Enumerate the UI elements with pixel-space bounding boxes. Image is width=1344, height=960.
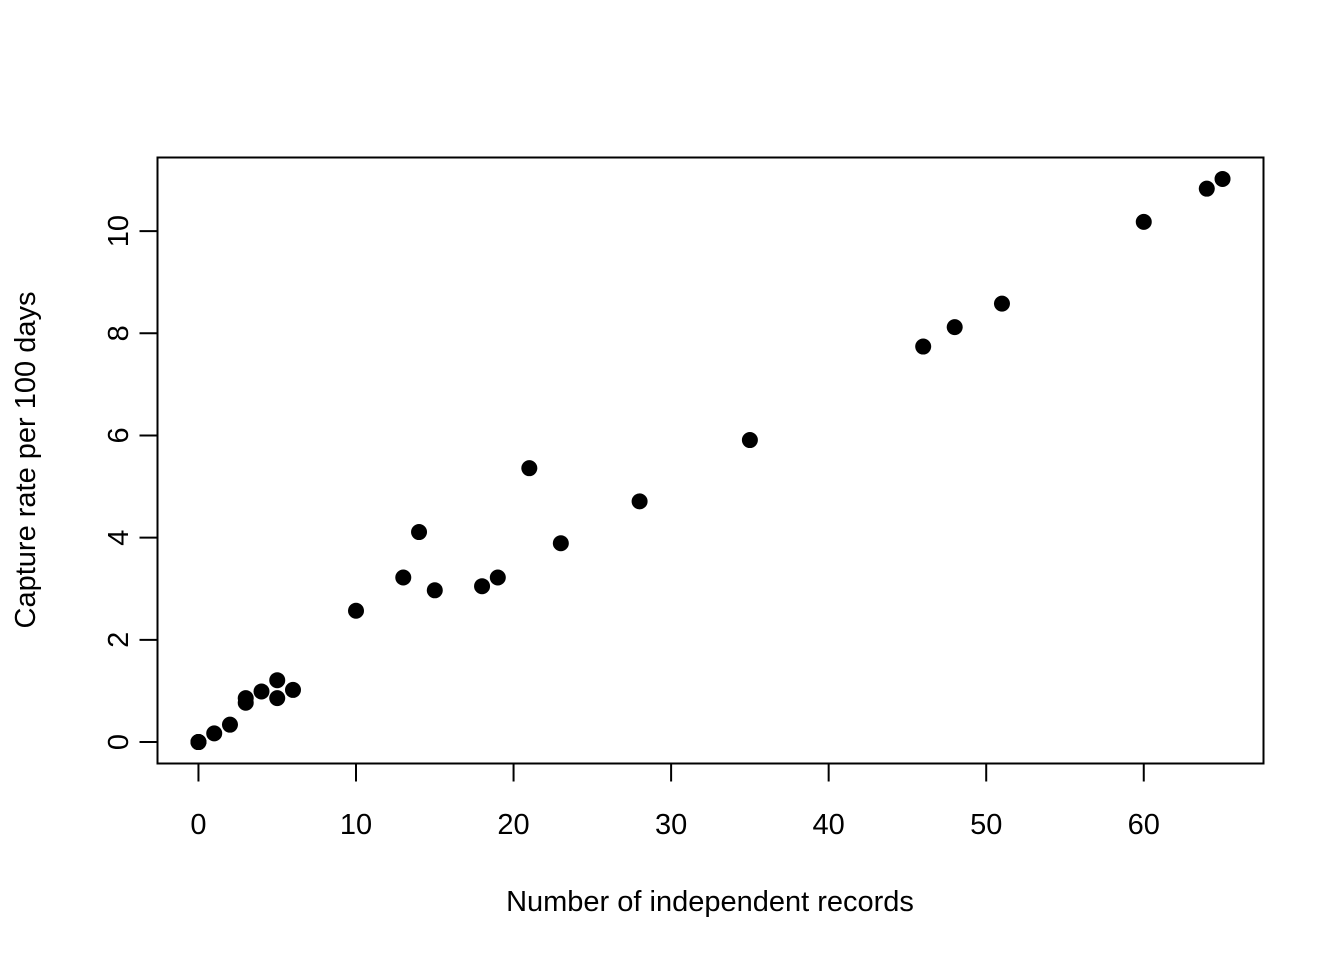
x-tick-label: 60 [1128,809,1160,841]
data-point [1214,170,1231,187]
y-tick-label: 8 [103,325,135,341]
data-point [631,493,648,510]
data-point [269,672,286,689]
data-point [206,725,223,742]
y-tick-label: 6 [103,427,135,443]
data-point [1198,180,1215,197]
data-point [284,681,301,698]
x-tick-label: 20 [497,809,529,841]
data-point [552,535,569,552]
data-point [489,569,506,586]
data-point [269,690,286,707]
plot-frame [156,156,1265,765]
y-tick-label: 2 [103,632,135,648]
x-tick-label: 30 [655,809,687,841]
data-point [1135,213,1152,230]
data-point [993,295,1010,312]
y-axis: 0 2 4 6 8 10 [103,215,159,750]
data-point [411,524,428,541]
x-tick-label: 0 [190,809,206,841]
y-axis-title: Capture rate per 100 days [10,292,42,629]
data-point [348,602,365,619]
data-point [741,432,758,449]
data-point [237,690,254,707]
x-axis-title: Number of independent records [506,886,914,918]
data-point [221,716,238,733]
x-tick-label: 50 [970,809,1002,841]
y-tick-label: 0 [103,734,135,750]
data-point [474,578,491,595]
data-point [915,338,932,355]
data-point [253,683,270,700]
x-tick-label: 10 [340,809,372,841]
y-tick-label: 10 [103,215,135,247]
data-point [426,582,443,599]
data-point [395,569,412,586]
data-point [190,734,207,751]
data-point [521,460,538,477]
x-axis: 0 10 20 30 40 50 60 [190,762,1160,841]
data-point [946,319,963,336]
x-tick-label: 40 [813,809,845,841]
data-points [190,170,1231,751]
y-tick-label: 4 [103,530,135,546]
